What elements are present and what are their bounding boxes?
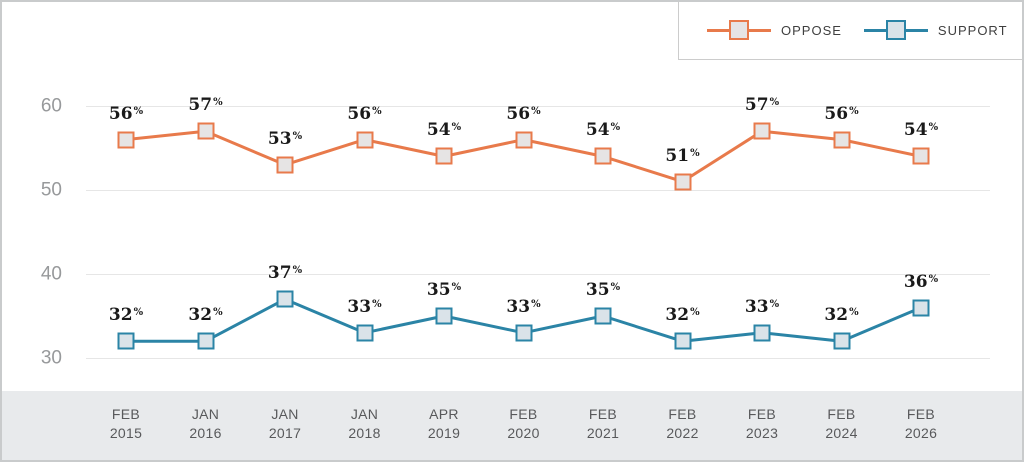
oppose-marker <box>912 147 930 165</box>
x-tick-label: FEB 2022 <box>666 406 699 441</box>
oppose-marker <box>515 131 532 149</box>
support-marker <box>753 324 771 342</box>
value-label: 54% <box>426 120 462 141</box>
support-marker-icon <box>885 20 906 40</box>
legend-item-oppose: OPPOSE <box>707 20 842 40</box>
value-label: 53% <box>267 128 303 149</box>
value-label: 32% <box>108 305 144 326</box>
value-label: 32% <box>824 305 859 326</box>
x-tick-label: JAN 2017 <box>268 406 302 441</box>
value-label: 56% <box>347 103 382 124</box>
oppose-marker <box>753 122 771 140</box>
value-label: 35% <box>426 280 462 300</box>
y-tick-label: 40 <box>40 263 62 285</box>
value-label: 54% <box>585 120 621 141</box>
value-label: 32% <box>665 305 700 326</box>
support-marker <box>435 307 453 325</box>
support-marker <box>117 332 135 350</box>
x-tick-label: FEB 2026 <box>904 406 938 441</box>
gridline <box>86 274 990 275</box>
support-marker <box>674 332 691 350</box>
oppose-marker <box>833 131 850 149</box>
oppose-line-swatch <box>707 20 771 40</box>
value-label: 57% <box>744 95 780 116</box>
value-label: 32% <box>188 305 223 326</box>
x-tick-label: FEB 2021 <box>586 406 620 441</box>
x-axis-band: FEB 2015 JAN 2016 JAN 2017 JAN 2018 APR 2019 FEB 20… <box>2 391 1022 460</box>
oppose-marker <box>435 147 453 165</box>
y-tick-label: 30 <box>40 347 62 369</box>
value-label: 33% <box>744 296 780 317</box>
oppose-marker <box>276 156 294 174</box>
gridline <box>86 358 990 359</box>
support-marker <box>276 290 294 308</box>
value-label: 51% <box>665 145 700 166</box>
value-label: 36% <box>903 271 939 292</box>
support-marker <box>594 307 612 325</box>
gridline <box>86 106 990 107</box>
support-marker <box>197 332 214 350</box>
oppose-marker <box>674 173 691 191</box>
support-marker <box>356 324 373 342</box>
value-label: 56% <box>824 103 859 124</box>
support-marker <box>833 332 850 350</box>
legend-item-support: SUPPORT <box>863 20 1008 40</box>
y-tick-label: 50 <box>40 179 62 201</box>
value-label: 54% <box>903 120 939 141</box>
oppose-marker-icon <box>729 20 749 40</box>
value-label: 37% <box>267 263 303 284</box>
x-tick-label: FEB 2020 <box>507 406 540 441</box>
oppose-marker <box>197 122 214 140</box>
x-tick-label: FEB 2024 <box>825 406 858 441</box>
oppose-marker <box>594 147 612 165</box>
x-tick-label: JAN 2018 <box>348 406 381 441</box>
legend-label-support: SUPPORT <box>937 22 1008 38</box>
support-line-swatch <box>863 20 928 40</box>
x-tick-label: FEB 2015 <box>109 406 143 441</box>
support-marker <box>912 299 930 317</box>
gridline <box>86 190 990 191</box>
x-tick-label: FEB 2023 <box>745 406 779 441</box>
value-label: 56% <box>108 103 144 124</box>
value-label: 33% <box>347 296 382 317</box>
value-label: 57% <box>188 95 223 116</box>
oppose-marker <box>117 131 135 149</box>
oppose-marker <box>356 131 373 149</box>
y-tick-label: 60 <box>40 95 62 117</box>
value-label: 56% <box>506 103 541 124</box>
support-marker <box>515 324 532 342</box>
x-tick-label: APR 2019 <box>427 406 461 441</box>
x-tick-label: JAN 2016 <box>189 406 222 441</box>
value-label: 35% <box>585 280 621 300</box>
legend: OPPOSE SUPPORT <box>678 2 1022 60</box>
value-label: 33% <box>506 296 541 317</box>
legend-label-oppose: OPPOSE <box>781 22 842 38</box>
